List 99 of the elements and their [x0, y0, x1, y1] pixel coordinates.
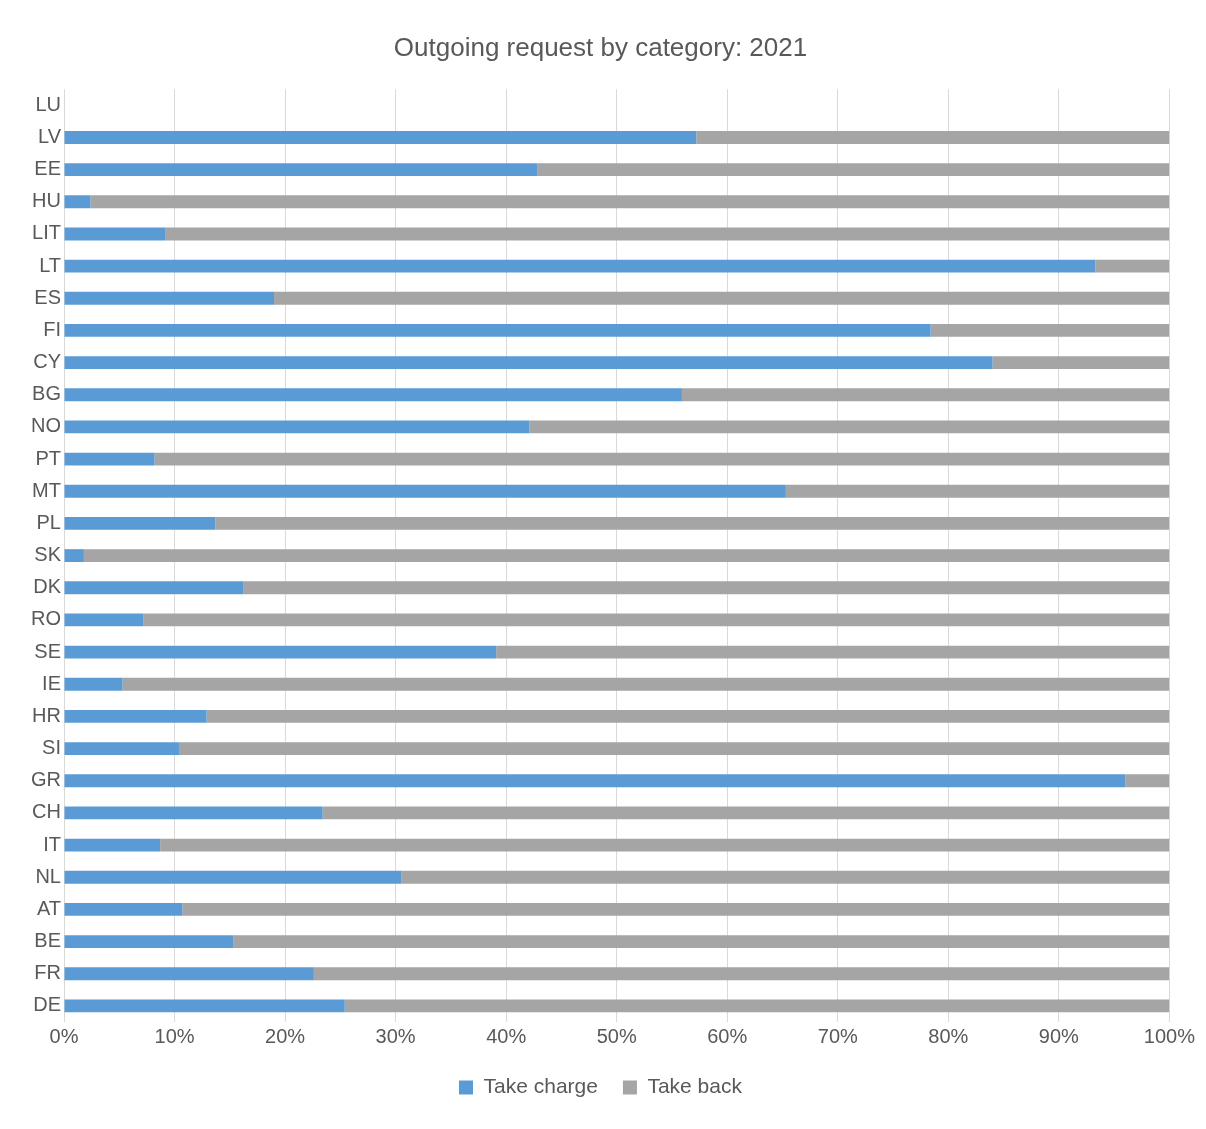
y-tick-label: NL [35, 864, 61, 887]
y-tick-label: LT [39, 253, 61, 276]
bar [785, 484, 1170, 498]
x-tick-label: 90% [1038, 1024, 1080, 1047]
y-tick-label: DK [33, 575, 62, 598]
bar [1125, 774, 1170, 788]
bar [64, 452, 155, 466]
bar [64, 806, 323, 820]
y-tick-label: CH [32, 800, 61, 823]
y-tick-label: PL [36, 510, 61, 533]
bar [537, 163, 1170, 177]
bar [496, 645, 1170, 659]
y-tick-label: BE [34, 929, 61, 952]
bar [64, 163, 538, 177]
bar [64, 709, 207, 723]
bar [64, 356, 993, 370]
bar [64, 742, 179, 756]
bar [313, 967, 1170, 981]
bar [165, 227, 1170, 241]
y-tick-label: LV [38, 124, 62, 147]
bar [696, 131, 1170, 144]
bar [233, 935, 1170, 949]
bar [83, 549, 1170, 563]
bar [1095, 259, 1170, 273]
y-tick-label: GR [31, 768, 61, 791]
y-tick-label: BG [32, 382, 61, 405]
chart-title: Outgoing request by category: 2021 [393, 31, 808, 62]
bar [930, 324, 1170, 337]
y-tick-label: SI [42, 736, 61, 759]
y-tick-label: IE [42, 671, 61, 694]
x-tick-label: 10% [154, 1024, 195, 1047]
bar [160, 838, 1170, 852]
x-tick-label: 50% [596, 1024, 637, 1047]
bar [215, 517, 1170, 530]
bar [64, 549, 84, 563]
x-tick-label: 0% [49, 1024, 79, 1047]
y-tick-label: LU [35, 92, 61, 115]
bar [64, 581, 244, 595]
bar [154, 452, 1170, 466]
bar [64, 291, 275, 305]
y-tick-label: IT [43, 832, 61, 855]
bar [64, 677, 123, 691]
bar [274, 291, 1170, 305]
y-tick-label: SE [34, 639, 61, 662]
bar [64, 195, 91, 209]
bar [64, 967, 314, 981]
bar [143, 613, 1170, 627]
bar [64, 999, 345, 1013]
y-tick-label: DE [33, 993, 61, 1016]
bar [206, 709, 1170, 723]
y-tick-label: LIT [32, 221, 61, 244]
bar [64, 935, 234, 949]
y-tick-label: FI [43, 317, 61, 340]
bar [64, 227, 166, 241]
bar [64, 420, 530, 434]
x-tick-label: 80% [928, 1024, 969, 1047]
bar [64, 613, 144, 627]
y-tick-label: CY [33, 350, 61, 373]
x-tick-label: 100% [1143, 1024, 1196, 1047]
bar [64, 324, 931, 337]
bar [64, 517, 216, 530]
y-tick-label: HR [32, 703, 61, 726]
y-tick-label: NO [31, 414, 61, 437]
legend-label: Take back [647, 1074, 743, 1098]
bar [322, 806, 1170, 820]
bar [64, 870, 402, 884]
bar [182, 902, 1170, 916]
y-tick-label: ES [34, 285, 61, 308]
bar [243, 581, 1170, 595]
bar [64, 774, 1126, 788]
y-tick-label: AT [36, 896, 61, 919]
bar [529, 420, 1170, 434]
bar [64, 902, 183, 916]
legend-label: Take charge [483, 1074, 598, 1098]
y-tick-label: HU [32, 189, 61, 212]
bar [401, 870, 1170, 884]
bar [64, 645, 497, 659]
x-tick-label: 40% [486, 1024, 527, 1047]
y-tick-label: RO [31, 607, 61, 630]
x-tick-label: 70% [817, 1024, 859, 1047]
x-tick-label: 30% [375, 1024, 416, 1047]
bar [90, 195, 1170, 209]
y-tick-label: FR [34, 961, 61, 984]
bar [344, 999, 1170, 1013]
x-tick-label: 20% [265, 1024, 306, 1047]
x-tick-label: 60% [707, 1024, 748, 1047]
bar [64, 838, 161, 852]
bar [178, 742, 1170, 756]
y-tick-label: SK [34, 543, 62, 566]
bar [122, 677, 1170, 691]
y-tick-label: PT [35, 446, 61, 469]
y-tick-label: MT [32, 478, 61, 501]
bar [64, 131, 697, 144]
bar [64, 388, 682, 402]
bar [681, 388, 1170, 402]
y-tick-label: EE [34, 157, 61, 180]
bar [64, 484, 786, 498]
bar [64, 259, 1096, 273]
bar [992, 356, 1170, 370]
